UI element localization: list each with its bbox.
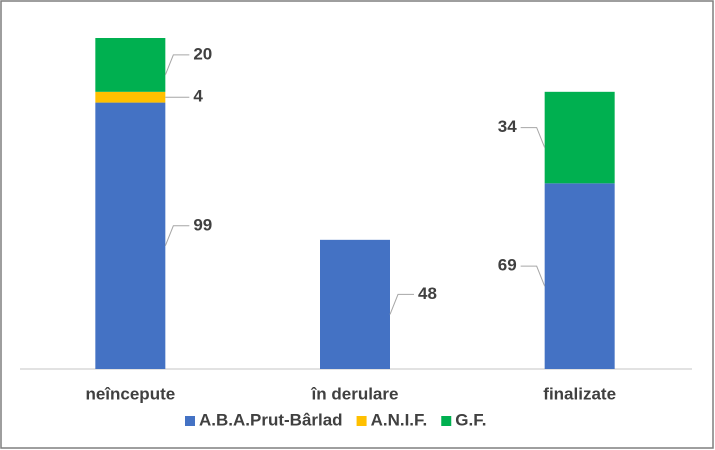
x-tick-label: neîncepute [85, 384, 175, 403]
data-label: 48 [418, 284, 437, 303]
data-label: 34 [498, 117, 517, 136]
leader-line [520, 127, 546, 148]
bar-segment [95, 91, 166, 103]
bar-segment [544, 183, 615, 369]
leader-line [164, 54, 190, 76]
data-label: 4 [193, 87, 203, 106]
bar-segment [95, 102, 166, 370]
legend-swatch [185, 416, 195, 426]
bar-segment [544, 91, 615, 184]
bar-segment [320, 239, 390, 369]
leader-line [389, 293, 414, 315]
data-label: 69 [498, 256, 517, 275]
x-tick-label: finalizate [543, 384, 616, 403]
leader-line [520, 265, 546, 287]
legend-label: A.B.A.Prut-Bârlad [199, 410, 343, 429]
leader-line [164, 225, 190, 246]
legend-label: A.N.I.F. [371, 410, 428, 429]
data-label: 99 [193, 215, 212, 234]
data-label: 20 [193, 44, 212, 63]
legend-swatch [356, 416, 367, 426]
x-tick-label: în derulare [311, 384, 399, 403]
bar-segment [95, 38, 166, 92]
legend-label: G.F. [455, 410, 486, 429]
legend-swatch [441, 416, 452, 426]
